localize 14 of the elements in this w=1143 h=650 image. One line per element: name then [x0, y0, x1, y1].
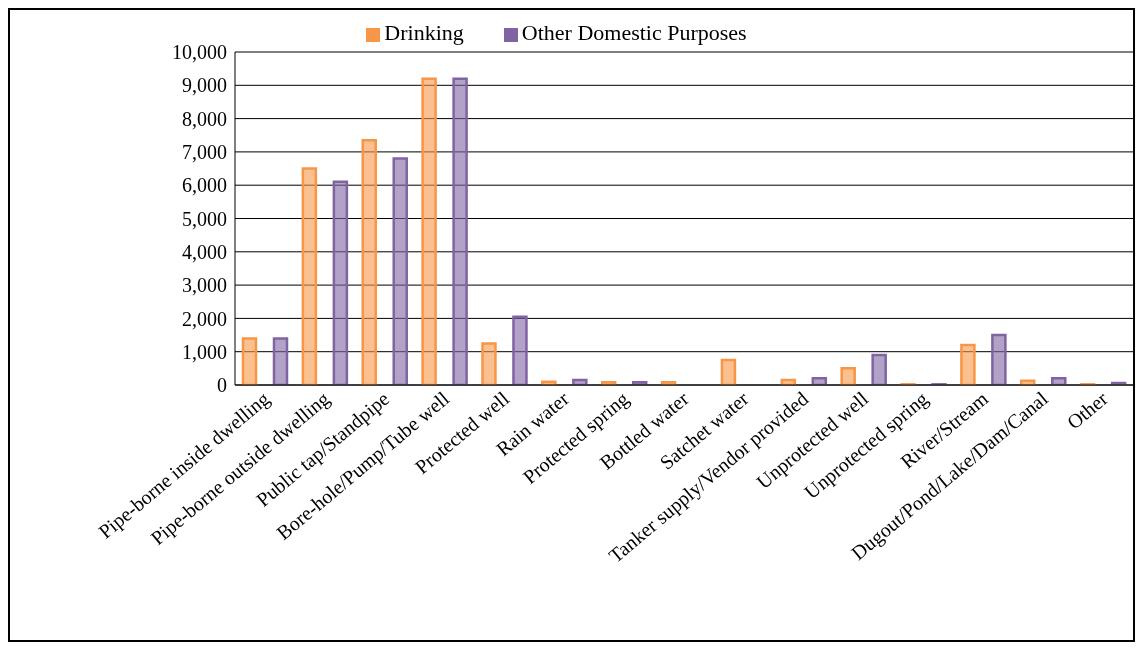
y-tick-label: 8,000 [182, 107, 227, 130]
y-tick-label: 4,000 [182, 240, 227, 263]
legend-label: Other Domestic Purposes [521, 20, 747, 45]
x-tick-label: Other [1062, 387, 1112, 434]
y-tick-label: 7,000 [182, 141, 227, 163]
y-tick-label: 0 [217, 374, 227, 397]
y-tick-label: 3,000 [182, 274, 227, 297]
y-tick-label: 5,000 [182, 207, 227, 230]
y-tick-label: 2,000 [182, 307, 227, 330]
legend-label: Drinking [384, 20, 464, 45]
y-tick-label: 9,000 [182, 74, 227, 97]
y-tick-label: 10,000 [172, 41, 227, 64]
y-tick-label: 1,000 [182, 340, 227, 363]
y-tick-label: 6,000 [182, 174, 227, 197]
